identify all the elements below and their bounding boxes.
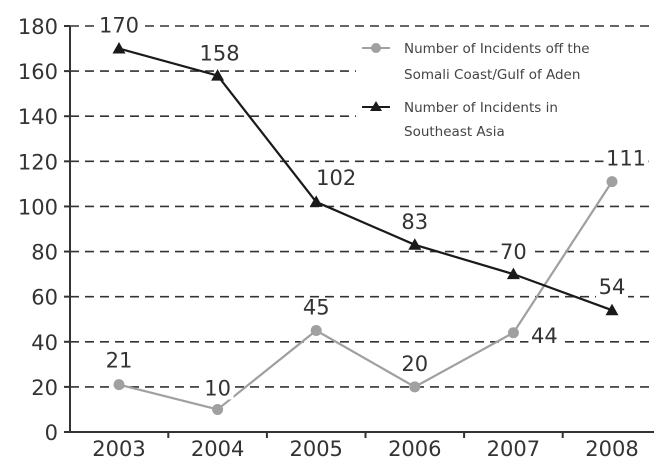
- legend-label-somali-line1: Number of Incidents off the: [404, 41, 590, 57]
- data-label-background: [528, 325, 561, 347]
- data-point-circle: [212, 403, 224, 415]
- data-label: 21: [106, 349, 133, 373]
- series-line: [118, 47, 613, 312]
- gridlines: [70, 25, 654, 388]
- x-tick-label: 2003: [92, 437, 145, 460]
- data-point-circle: [310, 325, 322, 336]
- data-label: 158: [200, 42, 240, 66]
- y-tick-label: 140: [18, 105, 58, 129]
- y-tick-label: 0: [45, 421, 58, 445]
- legend-label-sea-line1: Number of Incidents in: [404, 100, 558, 116]
- data-point-triangle: [112, 42, 126, 54]
- legend-marker-triangle: [370, 101, 382, 111]
- series-line: [118, 181, 613, 411]
- legend-label-sea-line2: Southeast Asia: [404, 124, 505, 140]
- data-label-background: [596, 277, 628, 299]
- data-label: 83: [401, 210, 428, 234]
- y-tick-label: 80: [31, 241, 58, 265]
- data-label-background: [300, 297, 333, 319]
- axes: [64, 25, 654, 438]
- data-label: 111: [606, 147, 646, 171]
- y-tick-label: 180: [18, 15, 58, 39]
- x-tick-label: 2006: [388, 437, 441, 460]
- data-label: 54: [599, 275, 626, 299]
- legend: Number of Incidents off the Somali Coast…: [356, 30, 652, 142]
- data-label-background: [603, 148, 649, 170]
- legend-marker-circle: [371, 43, 381, 53]
- legend-entry-southeast-asia: Number of Incidents in Southeast Asia: [362, 100, 558, 140]
- x-tick-labels: 2003 2004 2005 2006 2007 2008: [92, 437, 638, 460]
- series-southeast-asia: 170 158 102 83 70 54: [96, 14, 628, 316]
- data-point-triangle: [605, 303, 619, 316]
- data-label: 10: [204, 376, 231, 400]
- legend-background: [356, 30, 652, 142]
- x-tick-label: 2005: [289, 437, 342, 460]
- y-tick-label: 40: [31, 331, 58, 355]
- data-label-background: [497, 242, 530, 264]
- y-tick-label: 160: [18, 60, 58, 84]
- data-point-circle: [507, 327, 519, 339]
- data-label-background: [103, 350, 135, 372]
- data-point-circle: [606, 176, 618, 188]
- data-label: 170: [99, 14, 139, 38]
- y-tick-label: 120: [18, 150, 58, 174]
- data-point-triangle: [309, 195, 323, 207]
- series: 21 10 45 20 44 111 170 158 102 83 70 54: [96, 14, 649, 415]
- y-tick-label: 60: [31, 286, 58, 310]
- legend-entry-somali: Number of Incidents off the Somali Coast…: [362, 41, 590, 83]
- data-point-triangle: [506, 267, 520, 280]
- data-point-triangle: [408, 238, 422, 250]
- data-point-triangle: [211, 69, 225, 81]
- series-somali-gulf-of-aden: 21 10 45 20 44 111: [103, 147, 649, 415]
- data-label-background: [96, 15, 142, 37]
- data-point-circle: [409, 381, 421, 393]
- data-label: 44: [531, 324, 558, 348]
- data-label-background: [197, 43, 243, 65]
- data-label-background: [201, 378, 234, 400]
- data-label: 45: [303, 296, 330, 320]
- data-label-background: [398, 353, 431, 375]
- data-label: 102: [316, 166, 356, 190]
- data-label: 20: [401, 352, 428, 376]
- y-tick-label: 20: [31, 376, 58, 400]
- legend-label-somali-line2: Somali Coast/Gulf of Aden: [404, 67, 580, 83]
- x-tick-label: 2004: [191, 437, 244, 460]
- x-tick-label: 2007: [487, 437, 540, 460]
- data-label-background: [313, 167, 359, 189]
- y-tick-label: 100: [18, 195, 58, 219]
- data-label: 70: [500, 240, 527, 264]
- data-label-background: [398, 211, 431, 233]
- data-point-circle: [113, 379, 125, 391]
- y-tick-labels: 0 20 40 60 80 100 120 140 160 180: [18, 15, 58, 445]
- x-tick-label: 2008: [585, 437, 638, 460]
